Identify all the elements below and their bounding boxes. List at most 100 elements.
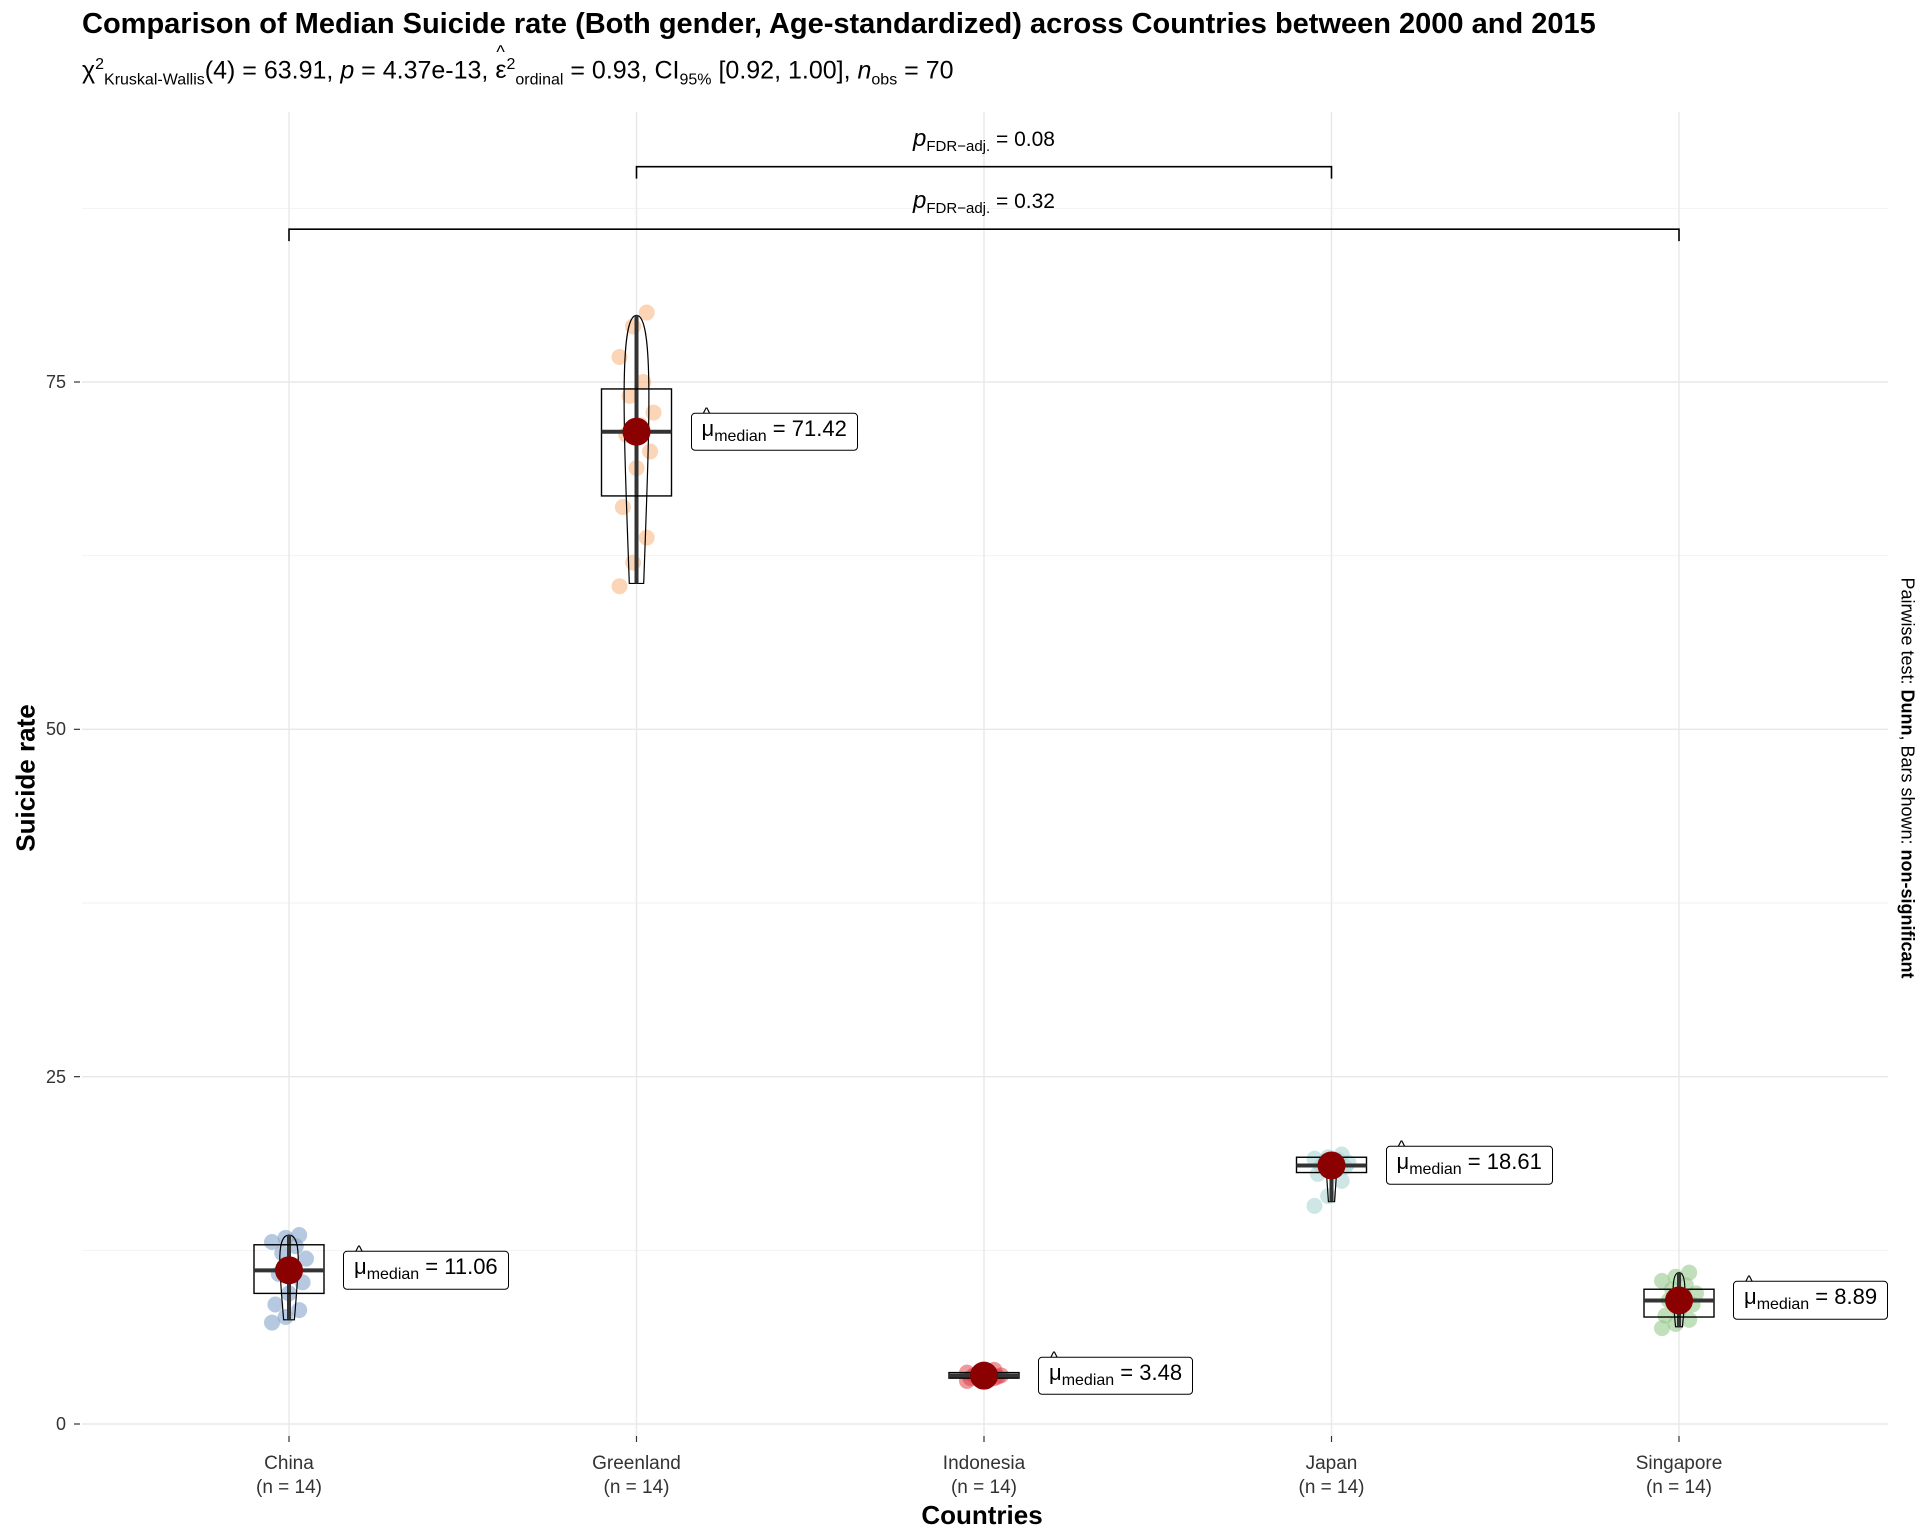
data-point bbox=[298, 1250, 314, 1267]
median-marker bbox=[1665, 1286, 1693, 1315]
y-tick-label: 50 bbox=[45, 719, 66, 740]
ci-label: CI bbox=[654, 56, 680, 85]
pairwise-p-value: = 0.32 bbox=[990, 190, 1055, 214]
median-marker bbox=[275, 1256, 303, 1285]
pairwise-p-value: = 0.08 bbox=[990, 127, 1055, 151]
pairwise-p-sub: FDR−adj. bbox=[926, 200, 991, 218]
x-tick-label: Singapore (n = 14) bbox=[1636, 1452, 1723, 1500]
caption-test: Dunn bbox=[1897, 689, 1918, 736]
median-sub: median bbox=[1409, 1161, 1462, 1179]
category-count: (n = 14) bbox=[603, 1477, 670, 1498]
data-point bbox=[642, 443, 659, 460]
pairwise-bracket bbox=[288, 228, 1680, 242]
data-point bbox=[1654, 1320, 1670, 1337]
category-name: Indonesia bbox=[942, 1453, 1026, 1474]
data-point bbox=[638, 304, 655, 321]
y-tick-label: 25 bbox=[45, 1066, 66, 1087]
category-name: Greenland bbox=[592, 1453, 681, 1474]
data-point bbox=[264, 1314, 280, 1331]
pairwise-caption: Pairwise test: Dunn, Bars shown: non-sig… bbox=[1897, 577, 1918, 978]
pairwise-p-label: pFDR−adj. = 0.08 bbox=[913, 125, 1055, 155]
pairwise-p-label: pFDR−adj. = 0.32 bbox=[913, 187, 1055, 217]
pairwise-bracket bbox=[635, 165, 1333, 179]
stat-sub: Kruskal-Wallis bbox=[104, 71, 205, 89]
data-point bbox=[1657, 1307, 1674, 1324]
ci-value: [0.92, 1.00] bbox=[718, 56, 844, 85]
stat-df: (4) bbox=[204, 56, 236, 85]
data-point bbox=[267, 1296, 284, 1313]
ci-sub: 95% bbox=[679, 71, 712, 89]
median-value: = 71.42 bbox=[766, 415, 847, 441]
pairwise-p-sub: FDR−adj. bbox=[926, 137, 991, 155]
data-point bbox=[1667, 1268, 1684, 1285]
median-symbol: μ bbox=[1049, 1347, 1062, 1385]
pairwise-p-symbol: p bbox=[913, 187, 927, 215]
x-axis-label: Countries bbox=[921, 1500, 1043, 1530]
median-label: μmedian = 11.06 bbox=[343, 1242, 509, 1290]
x-tick-label: Indonesia (n = 14) bbox=[943, 1452, 1025, 1500]
n-sub: obs bbox=[871, 71, 898, 89]
p-symbol: p bbox=[340, 56, 355, 85]
caption-prefix: Pairwise test: bbox=[1897, 577, 1918, 690]
median-sub: median bbox=[1061, 1371, 1115, 1389]
caption-middle: , Bars shown: bbox=[1897, 735, 1918, 850]
data-point bbox=[1681, 1264, 1698, 1281]
data-point bbox=[291, 1227, 308, 1244]
y-tick-label: 75 bbox=[45, 372, 66, 392]
median-sub: median bbox=[1756, 1296, 1810, 1314]
chart-subtitle: χ2Kruskal-Wallis(4) = 63.91, p = 4.37e-1… bbox=[82, 42, 954, 89]
median-value: = 18.61 bbox=[1461, 1149, 1542, 1175]
median-marker bbox=[1317, 1151, 1346, 1180]
chart-title: Comparison of Median Suicide rate (Both … bbox=[82, 8, 1596, 40]
data-point bbox=[1681, 1311, 1698, 1328]
median-label: μmedian = 8.89 bbox=[1733, 1272, 1889, 1320]
median-symbol: μ bbox=[354, 1242, 367, 1280]
data-point bbox=[264, 1233, 280, 1250]
median-marker bbox=[970, 1361, 998, 1390]
median-value: = 11.06 bbox=[419, 1254, 498, 1280]
data-point bbox=[611, 578, 628, 595]
violin-outline bbox=[1672, 1271, 1686, 1328]
median-value: = 3.48 bbox=[1114, 1359, 1183, 1385]
median-symbol: μ bbox=[702, 404, 715, 442]
data-point bbox=[291, 1302, 308, 1319]
y-tick-label: 0 bbox=[55, 1414, 66, 1434]
x-tick-label: Greenland (n = 14) bbox=[592, 1452, 681, 1500]
data-point bbox=[277, 1309, 294, 1326]
caption-shown: non-significant bbox=[1897, 849, 1918, 979]
effect-sub: ordinal bbox=[515, 71, 564, 89]
data-point bbox=[621, 387, 638, 404]
n-value: 70 bbox=[925, 56, 954, 85]
effect-symbol: ε bbox=[495, 42, 506, 85]
category-name: Japan bbox=[1305, 1453, 1358, 1474]
data-point bbox=[1654, 1272, 1670, 1289]
median-value: = 8.89 bbox=[1809, 1284, 1878, 1310]
category-count: (n = 14) bbox=[1298, 1477, 1365, 1498]
data-point bbox=[635, 374, 652, 390]
category-count: (n = 14) bbox=[950, 1477, 1017, 1498]
median-marker bbox=[622, 417, 651, 446]
stat-value: 63.91 bbox=[263, 56, 327, 85]
median-sub: median bbox=[714, 427, 767, 445]
median-label: μmedian = 71.42 bbox=[690, 404, 858, 451]
x-tick-label: Japan (n = 14) bbox=[1298, 1452, 1364, 1500]
category-name: China bbox=[264, 1453, 314, 1474]
p-value: 4.37e-13 bbox=[382, 56, 482, 85]
median-symbol: μ bbox=[1397, 1137, 1410, 1175]
median-symbol: μ bbox=[1744, 1272, 1757, 1310]
x-tick-label: China (n = 14) bbox=[256, 1452, 322, 1500]
box-iqr bbox=[600, 388, 673, 497]
category-count: (n = 14) bbox=[255, 1477, 323, 1498]
effect-value: 0.93 bbox=[591, 56, 641, 85]
data-point bbox=[611, 348, 628, 365]
pairwise-p-symbol: p bbox=[913, 124, 927, 152]
category-count: (n = 14) bbox=[1645, 1477, 1712, 1498]
median-sub: median bbox=[366, 1266, 420, 1284]
n-symbol: n bbox=[857, 56, 872, 85]
median-label: μmedian = 18.61 bbox=[1385, 1137, 1553, 1185]
data-point bbox=[638, 529, 655, 546]
data-point bbox=[645, 404, 662, 421]
stat-symbol: χ bbox=[82, 56, 96, 85]
